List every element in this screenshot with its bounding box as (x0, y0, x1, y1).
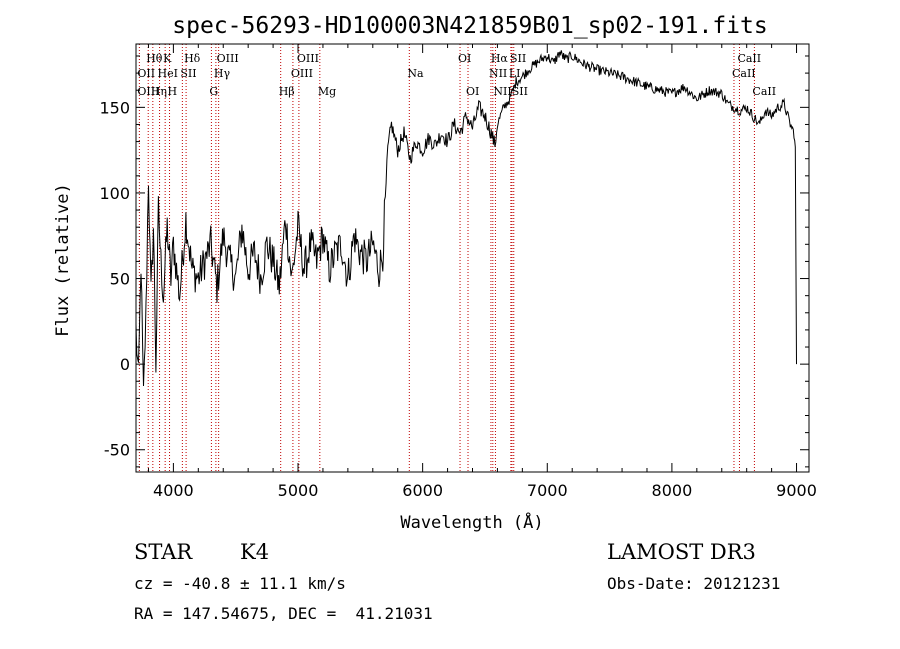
line-label-15: Mg (318, 85, 336, 98)
y-tick-label-150: 150 (99, 98, 130, 117)
line-label-5: HeI (158, 67, 178, 80)
line-label-25: CaII (737, 52, 761, 65)
line-label-11: G (209, 85, 218, 98)
x-tick-label-7000: 7000 (527, 481, 568, 500)
line-label-24: SII (512, 85, 528, 98)
chart-title: spec-56293-HD100003N421859B01_sp02-191.f… (172, 13, 767, 39)
line-label-6: SII (180, 67, 196, 80)
line-label-10: Hγ (214, 67, 231, 80)
y-tick-label-50: 50 (110, 270, 130, 289)
x-tick-label-5000: 5000 (278, 481, 319, 500)
line-label-14: Hβ (279, 85, 295, 98)
observation-date: Obs-Date: 20121231 (607, 574, 781, 593)
line-label-17: OI (458, 52, 471, 65)
line-label-21: NII (489, 67, 507, 80)
line-label-8: H (168, 85, 178, 98)
spectrum-series (135, 50, 797, 387)
line-label-27: CaII (752, 85, 776, 98)
line-label-22: LI (509, 67, 521, 80)
line-label-13: OIII (291, 67, 313, 80)
x-axis-ticks: 4000 5000 6000 7000 8000 9000 (147, 44, 817, 500)
line-label-26: CaII (732, 67, 756, 80)
line-label-23: NII (493, 85, 511, 98)
survey-name: LAMOST DR3 (607, 540, 756, 564)
x-axis-label: Wavelength (Å) (400, 511, 543, 533)
line-label-16: Na (407, 67, 424, 80)
line-label-2: OIII (137, 85, 159, 98)
redshift-cz: cz = -40.8 ± 11.1 km/s (134, 574, 346, 593)
line-label-12: OIII (297, 52, 319, 65)
y-tick-label-0: 0 (120, 355, 130, 374)
y-tick-label-100: 100 (99, 184, 130, 203)
line-label-1: OII (137, 67, 155, 80)
spectrum-line-0 (135, 50, 797, 387)
line-label-4: Hδ (184, 52, 201, 65)
line-label-19: Hα (491, 52, 509, 65)
y-axis-ticks: -50 0 50 100 150 (99, 55, 809, 468)
y-axis-label: Flux (relative) (53, 183, 73, 337)
line-label-9: OIII (217, 52, 239, 65)
coordinates: RA = 147.54675, DEC = 41.21031 (134, 604, 433, 623)
line-label-20: SII (510, 52, 526, 65)
y-tick-label--50: -50 (104, 441, 130, 460)
line-label-0: Hθ (146, 52, 163, 65)
x-tick-label-6000: 6000 (402, 481, 443, 500)
line-label-3: K (163, 52, 172, 65)
object-subclass: K4 (240, 540, 270, 564)
plot-frame (135, 43, 810, 473)
line-label-7: Hη (151, 85, 167, 98)
x-tick-label-4000: 4000 (153, 481, 194, 500)
line-label-18: OI (466, 85, 479, 98)
x-tick-label-9000: 9000 (776, 481, 817, 500)
object-class: STAR (134, 540, 193, 564)
x-tick-label-8000: 8000 (652, 481, 693, 500)
